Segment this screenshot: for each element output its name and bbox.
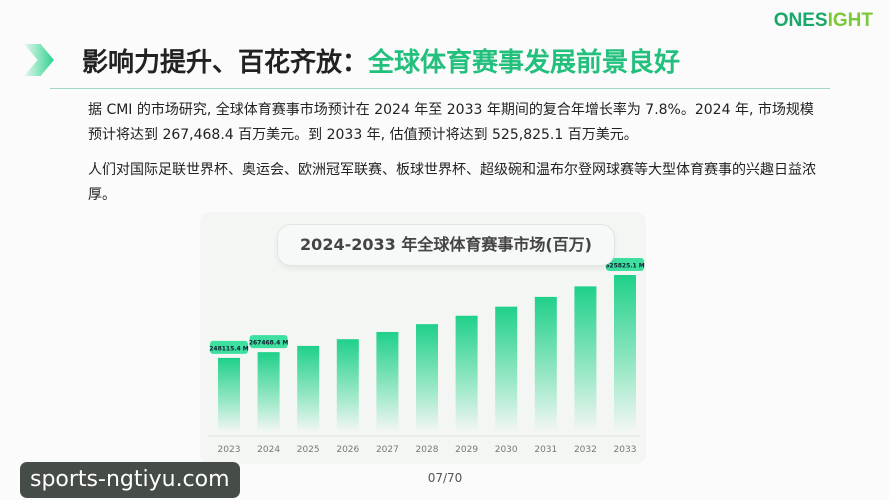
bar-2030	[495, 306, 518, 432]
bar-2031	[534, 296, 557, 432]
data-label: 525825.1 M	[605, 263, 645, 270]
x-tick-label: 2028	[416, 445, 439, 455]
data-label-bg	[249, 335, 288, 349]
bar-2028	[416, 324, 438, 432]
title-divider	[50, 88, 830, 89]
x-tick-label: 2023	[218, 445, 241, 455]
x-tick-label: 2031	[534, 445, 557, 455]
paragraph-market: 据 CMI 的市场研究, 全球体育赛事市场预计在 2024 年至 2033 年期…	[88, 102, 814, 143]
x-tick-label: 2033	[614, 445, 637, 455]
bar-2033	[614, 275, 636, 432]
x-tick-label: 2026	[336, 445, 359, 455]
x-tick-label: 2027	[376, 445, 399, 455]
data-label-bg	[606, 258, 644, 271]
bar-2027	[376, 331, 399, 432]
bar-2029	[455, 315, 478, 432]
data-label: 248115.4 M	[209, 345, 249, 352]
bar-2026	[336, 339, 359, 432]
x-tick-label: 2024	[257, 445, 280, 455]
bar-2023	[218, 357, 240, 432]
x-tick-label: 2032	[574, 445, 597, 455]
x-tick-label: 2029	[455, 445, 478, 455]
data-label-bg	[210, 340, 248, 354]
bar-2032	[574, 286, 597, 432]
onesight-logo: ONESIGHT	[773, 10, 873, 31]
bar-2024	[257, 352, 280, 432]
page-title: 影响力提升、百花齐放：全球体育赛事发展前景良好	[82, 48, 681, 78]
data-label: 267468.4 M	[249, 340, 289, 347]
x-tick-label: 2030	[495, 445, 518, 455]
watermark: sports-ngtiyu.com	[20, 462, 240, 498]
chart-title: 2024-2033 年全球体育赛事市场(百万)	[277, 224, 615, 266]
x-tick-label: 2025	[297, 445, 320, 455]
bar-2025	[297, 345, 320, 432]
paragraph-interest: 人们对国际足联世界杯、奥运会、欧洲冠军联赛、板球世界杯、超级碗和温布尔登网球赛等…	[88, 162, 816, 203]
page-number: 07/70	[427, 471, 463, 485]
